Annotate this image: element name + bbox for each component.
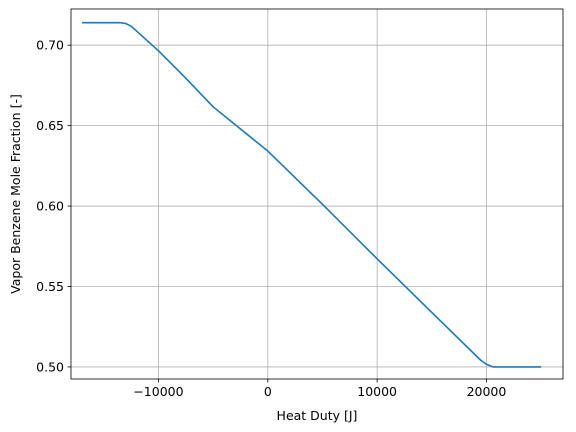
plot-frame [70, 8, 564, 380]
series-layer [81, 21, 542, 368]
x-axis: −10000 0 10000 20000 [133, 379, 506, 399]
x-tick-label: 10000 [357, 384, 397, 399]
x-tick-label: 20000 [467, 384, 507, 399]
x-tick-label: −10000 [133, 384, 183, 399]
y-tick-label: 0.50 [36, 359, 64, 374]
y-tick-label: 0.65 [36, 118, 64, 133]
series-line [81, 21, 542, 368]
x-tick-label: 0 [264, 384, 272, 399]
y-tick-label: 0.60 [36, 199, 64, 214]
y-axis: 0.50 0.55 0.60 0.65 0.70 [36, 38, 71, 374]
y-tick-label: 0.70 [36, 38, 64, 53]
y-axis-label: Vapor Benzene Mole Fraction [-] [8, 94, 23, 294]
x-axis-label: Heat Duty [J] [277, 408, 358, 423]
grid [71, 9, 563, 379]
y-tick-label: 0.55 [36, 279, 64, 294]
